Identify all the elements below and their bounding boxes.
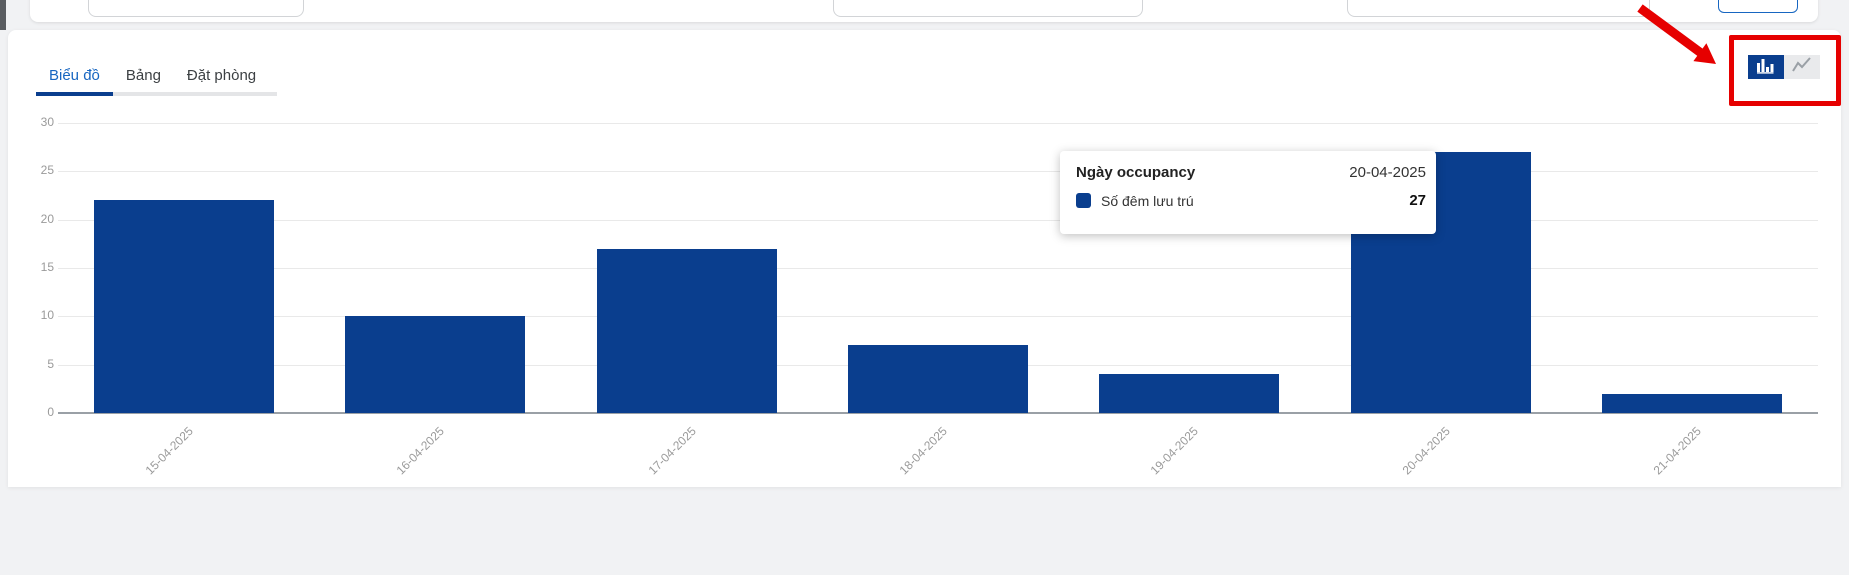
tooltip-series-label: Số đêm lưu trú xyxy=(1101,192,1194,209)
chart-bar-15-04-2025[interactable] xyxy=(93,200,274,413)
chart-tooltip: Ngày occupancy 20-04-2025 Số đêm lưu trú… xyxy=(1060,151,1436,234)
filter-input-1[interactable] xyxy=(88,0,304,17)
x-axis-label: 15-04-2025 xyxy=(142,424,196,478)
active-tab-indicator xyxy=(36,92,113,96)
x-axis-label: 18-04-2025 xyxy=(896,424,950,478)
occupancy-bar-chart: 0 5 10 15 20 25 30 15-04-2025 16-04-2025 17-04-20… xyxy=(40,115,1818,477)
tab-dat-phong[interactable]: Đặt phòng xyxy=(186,67,257,84)
series-color-swatch xyxy=(1076,193,1091,208)
tooltip-date: 20-04-2025 xyxy=(1349,164,1426,181)
gridline xyxy=(58,268,1818,269)
tooltip-title: Ngày occupancy xyxy=(1076,164,1196,181)
gridline xyxy=(58,219,1818,221)
y-axis-tick: 5 xyxy=(47,356,54,371)
chart-bar-18-04-2025[interactable] xyxy=(848,345,1028,413)
x-axis-line xyxy=(58,412,1818,414)
chart-bar-21-04-2025[interactable] xyxy=(1602,393,1783,413)
chart-type-toggle xyxy=(1748,55,1820,79)
line-chart-toggle-button[interactable] xyxy=(1784,55,1820,79)
chart-bar-16-04-2025[interactable] xyxy=(345,316,526,413)
tab-track xyxy=(36,92,277,96)
x-axis-label: 21-04-2025 xyxy=(1650,424,1705,478)
x-axis-label: 20-04-2025 xyxy=(1399,424,1453,478)
y-axis-tick: 15 xyxy=(40,260,54,274)
y-axis-tick: 30 xyxy=(40,115,54,129)
tab-bar: Biểu đồ Bảng Đặt phòng xyxy=(36,56,269,97)
x-axis-label: 16-04-2025 xyxy=(393,424,448,478)
y-axis-tick: 20 xyxy=(40,211,54,226)
bar-chart-icon xyxy=(1756,56,1776,79)
top-action-button[interactable] xyxy=(1718,0,1798,13)
y-axis-tick: 0 xyxy=(47,405,54,419)
bar-chart-toggle-button[interactable] xyxy=(1748,55,1784,79)
x-axis-label: 19-04-2025 xyxy=(1148,424,1202,478)
gridline xyxy=(58,171,1818,173)
gridline xyxy=(58,123,1818,124)
y-axis-tick: 10 xyxy=(40,308,54,323)
chart-bar-17-04-2025[interactable] xyxy=(596,248,777,413)
filter-input-2[interactable] xyxy=(833,0,1143,17)
gridline xyxy=(58,316,1818,318)
tooltip-value: 27 xyxy=(1409,192,1426,209)
tab-bieu-do[interactable]: Biểu đồ xyxy=(49,67,100,84)
y-axis-tick: 25 xyxy=(40,163,54,178)
x-axis-label: 17-04-2025 xyxy=(645,424,699,478)
scrollbar-thumb[interactable] xyxy=(0,0,6,30)
tab-bang[interactable]: Bảng xyxy=(125,67,161,84)
line-chart-icon xyxy=(1792,56,1812,79)
chart-bar-19-04-2025[interactable] xyxy=(1099,374,1280,413)
